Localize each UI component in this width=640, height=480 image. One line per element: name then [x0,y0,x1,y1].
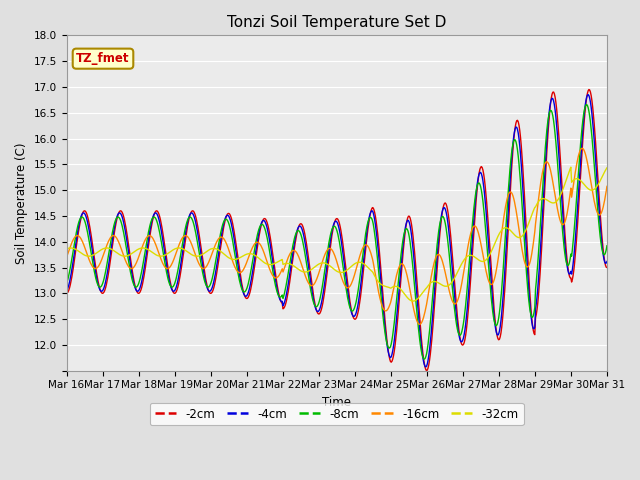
Line: -4cm: -4cm [67,95,607,367]
-4cm [584,92,592,97]
-32cm [409,298,417,304]
Title: Tonzi Soil Temperature Set D: Tonzi Soil Temperature Set D [227,15,447,30]
-4cm [63,288,70,294]
-16cm [183,233,191,239]
-16cm [63,254,70,260]
Line: -8cm: -8cm [67,105,607,359]
-2cm [422,368,430,373]
-2cm [211,278,219,284]
-2cm [183,228,191,233]
-16cm [603,183,611,189]
-8cm [603,243,611,249]
-2cm [418,343,426,348]
Y-axis label: Soil Temperature (C): Soil Temperature (C) [15,142,28,264]
-4cm [211,271,219,277]
-2cm [128,265,136,271]
Legend: -2cm, -4cm, -8cm, -16cm, -32cm: -2cm, -4cm, -8cm, -16cm, -32cm [150,403,524,425]
Line: -2cm: -2cm [67,90,607,371]
-16cm [579,145,586,151]
-8cm [183,220,191,226]
-4cm [603,259,611,264]
-8cm [128,276,136,282]
-4cm [422,364,429,370]
-8cm [63,281,70,287]
-32cm [603,165,611,171]
-8cm [418,351,426,357]
-16cm [128,265,136,271]
Line: -16cm: -16cm [67,148,607,324]
-4cm [403,220,410,226]
-2cm [72,244,80,250]
Line: -32cm: -32cm [67,167,607,301]
-4cm [72,237,80,243]
-4cm [183,223,191,229]
-8cm [403,226,410,231]
-32cm [403,293,410,299]
-2cm [585,87,593,93]
-16cm [416,322,424,327]
X-axis label: Time: Time [322,396,351,409]
Text: TZ_fmet: TZ_fmet [76,52,130,65]
-16cm [403,269,410,275]
-2cm [403,222,410,228]
-32cm [419,289,427,295]
-8cm [583,102,591,108]
-2cm [603,264,611,270]
-32cm [211,246,219,252]
-4cm [128,271,136,277]
-8cm [420,356,428,362]
-8cm [72,230,80,236]
-16cm [72,233,80,239]
-32cm [72,247,80,252]
-32cm [183,249,191,254]
-8cm [211,260,219,266]
-4cm [418,349,426,355]
-16cm [211,242,219,248]
-32cm [63,246,70,252]
-16cm [419,317,427,323]
-2cm [63,290,70,296]
-32cm [128,251,136,256]
-32cm [567,164,575,170]
